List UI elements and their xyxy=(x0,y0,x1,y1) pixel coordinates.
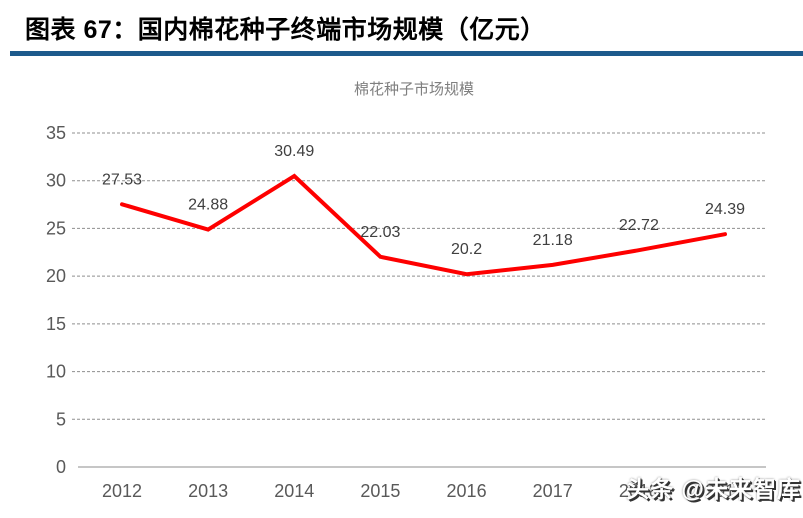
x-axis-tick-label: 2012 xyxy=(102,481,142,501)
data-label: 27.53 xyxy=(102,171,142,188)
x-axis-tick-label: 2016 xyxy=(447,481,487,501)
data-label: 24.39 xyxy=(705,201,745,218)
header-divider xyxy=(10,51,803,56)
y-axis-tick-label: 15 xyxy=(46,314,66,334)
figure-caption: 图表 67：国内棉花种子终端市场规模（亿元） xyxy=(25,16,546,44)
x-axis-tick-label: 2015 xyxy=(360,481,400,501)
x-axis-tick-label: 2018 xyxy=(619,481,659,501)
x-axis-tick-label: 2014 xyxy=(274,481,314,501)
y-axis-tick-label: 35 xyxy=(46,123,66,143)
y-axis-tick-label: 30 xyxy=(46,171,66,191)
data-label: 22.03 xyxy=(360,224,400,241)
data-label: 30.49 xyxy=(274,143,314,160)
x-axis-tick-label: 2013 xyxy=(188,481,228,501)
data-label: 24.88 xyxy=(188,197,228,214)
series-line xyxy=(120,173,727,277)
y-axis-tick-label: 0 xyxy=(56,457,66,477)
watermark: 头条 @未来智库 xyxy=(626,476,801,502)
data-label: 20.2 xyxy=(451,241,482,258)
y-axis-tick-label: 5 xyxy=(56,409,66,429)
chart-title: 棉花种子市场规模 xyxy=(353,81,474,98)
y-axis-tick-label: 20 xyxy=(46,266,66,286)
x-axis-tick-label: 2017 xyxy=(533,481,573,501)
y-axis-tick-label: 10 xyxy=(46,362,66,382)
data-label: 22.72 xyxy=(619,217,659,234)
data-label: 21.18 xyxy=(533,232,573,249)
y-axis-tick-label: 25 xyxy=(46,218,66,238)
x-axis-tick-label: 2019 xyxy=(705,481,745,501)
